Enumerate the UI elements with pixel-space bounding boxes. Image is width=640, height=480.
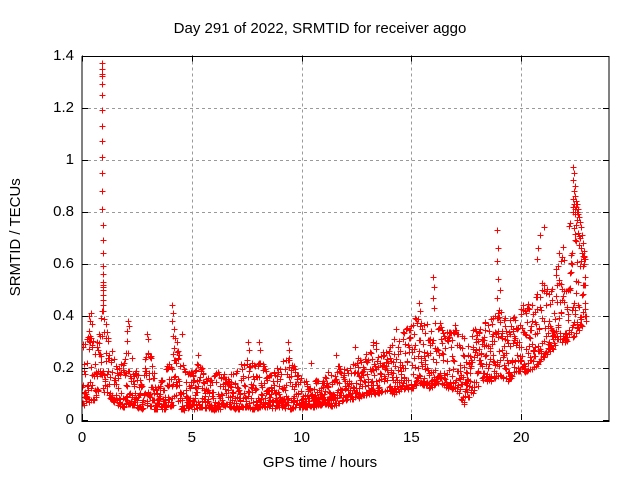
axis-ticks [82, 55, 609, 421]
x-tick-label: 10 [293, 429, 310, 446]
plot-border [81, 56, 610, 422]
y-tick-label: 1.2 [53, 98, 74, 116]
chart-title: Day 291 of 2022, SRMTID for receiver agg… [173, 20, 467, 37]
y-tick-label: 1.4 [53, 46, 74, 64]
y-tick-label: 1 [65, 150, 74, 168]
scatter-points [82, 60, 590, 414]
x-tick-label: 15 [403, 429, 420, 446]
y-tick-label: 0.2 [53, 358, 74, 376]
x-axis-label: GPS time / hours [262, 454, 378, 471]
y-tick-label: 0.8 [53, 202, 74, 220]
y-tick-label: 0.4 [53, 306, 74, 324]
y-tick-label: 0.6 [53, 254, 74, 272]
grid-lines [82, 55, 609, 420]
x-tick-label: 20 [512, 429, 530, 446]
x-tick-label: 0 [77, 429, 87, 446]
y-tick-label: 0 [65, 411, 74, 428]
x-tick-label: 5 [187, 429, 196, 446]
